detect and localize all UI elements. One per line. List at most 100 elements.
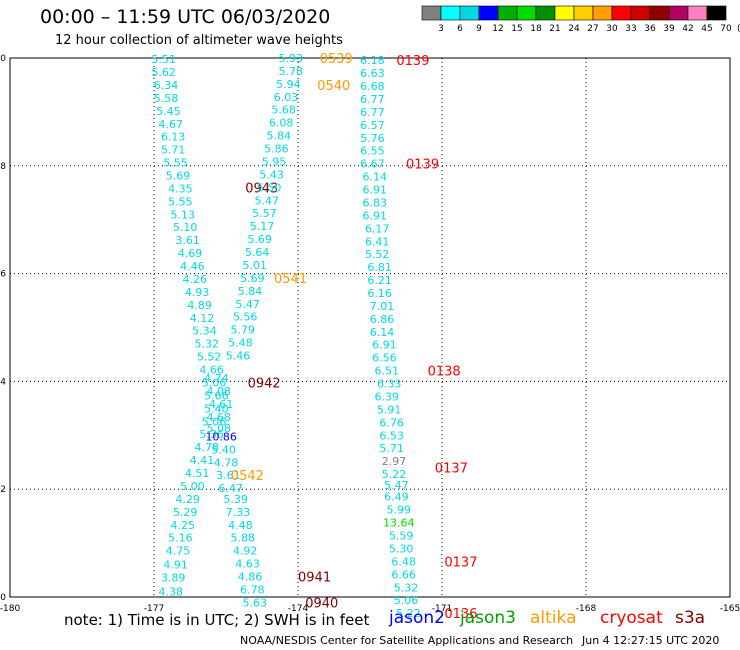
wave-height-value: 4.38 [159,586,184,599]
wave-height-value: 6.77 [360,93,385,106]
pass-time-label: 0542 [231,469,264,484]
wave-height-value: 5.47 [235,298,260,311]
wave-height-value: 5.39 [223,493,248,506]
wave-height-value: 4.74 [204,372,229,385]
wave-height-value: 5.71 [379,442,404,455]
pass-time-label: 0137 [435,462,468,477]
wave-height-value: 5.47 [255,194,280,207]
wave-height-value: 4.91 [163,559,188,572]
wave-height-value: 4.25 [171,519,196,532]
pass-time-label: 0540 [317,79,350,94]
plot-frame [9,57,731,598]
wave-height-value: 6.51 [375,365,400,378]
wave-height-value: 4.41 [190,454,215,467]
wave-height-value: 5.40 [211,443,236,456]
wave-height-value: 5.94 [276,78,301,91]
wave-height-value: 5.91 [377,403,402,416]
wave-height-value: 5.55 [168,195,193,208]
wave-height-value: 5.88 [231,532,256,545]
pass-time-label: 0137 [444,555,477,570]
color-scale-tick: 45 [701,24,712,34]
wave-height-value: 5.06 [202,376,227,389]
wave-height-value: 5.32 [394,581,419,594]
wave-height-value: 6.91 [363,184,388,197]
x-tick-label: -168 [576,604,597,614]
legend-altika: altika [530,608,577,628]
wave-height-value: 5.84 [267,130,292,143]
wave-height-value: 6.91 [363,209,388,222]
color-scale-tick: 42 [682,24,693,34]
wave-height-value: 6.13 [161,131,186,144]
wave-height-value: 6.63 [360,67,385,80]
wave-height-value: 5.59 [389,530,414,543]
color-scale-tick: 33 [625,24,636,34]
wave-height-value: 4.92 [233,545,258,558]
pass-time-label: 0541 [274,272,307,287]
wave-height-value: 5.47 [384,479,409,492]
wave-height-value: 6.68 [360,80,385,93]
wave-height-value: 5.99 [387,504,412,517]
wave-height-value: 5.08 [207,422,232,435]
wave-height-value: 4.93 [185,286,210,299]
wave-height-value: 6.08 [269,117,294,130]
wave-height-value: 4.69 [178,247,203,260]
wave-height-value: 6.67 [360,158,385,171]
wave-height-value: 5.69 [166,170,191,183]
wave-height-value: 7.33 [226,506,251,519]
wave-height-value: 6.41 [365,235,390,248]
y-tick-label: 8 [0,162,6,172]
wave-height-value: 5.40 [204,402,229,415]
pass-time-label: 0136 [444,607,477,622]
pass-time-label: 0138 [428,365,461,380]
color-scale-tick: 21 [549,24,560,34]
color-scale-tick: 6 [457,24,463,34]
wave-height-value: 4.78 [214,456,239,469]
wave-height-value: 6.18 [360,54,385,67]
wave-height-value: 5.46 [226,350,251,363]
wave-height-value: 5.13 [171,208,196,221]
wave-height-value: 4.66 [199,364,224,377]
wave-height-value: 2.97 [382,455,407,468]
wave-height-value: 4.75 [166,545,191,558]
wave-height-value: 4.61 [209,398,234,411]
pass-time-label: 0941 [298,571,331,586]
wave-height-value: 6.55 [360,145,385,158]
wave-height-value: 6.56 [372,352,397,365]
wave-height-value: 5.71 [161,144,186,157]
wave-height-value: 5.34 [192,325,217,338]
wave-height-value: 4.08 [207,385,232,398]
wave-height-value: 5.64 [245,246,270,259]
wave-height-value: 5.16 [168,532,193,545]
wave-height-value: 4.26 [183,273,208,286]
wave-height-value: 5.56 [233,311,258,324]
wave-height-value: 4.51 [185,467,210,480]
wave-height-value: 6.14 [370,326,395,339]
wave-height-value: 6.03 [274,91,299,104]
wave-height-value: 6.47 [219,482,244,495]
generated-timestamp: Jun 4 12:27:15 UTC 2020 [582,634,720,647]
wave-height-value: 6.17 [365,222,390,235]
wave-height-value: 6.81 [367,261,392,274]
wave-height-value: 6.66 [391,568,416,581]
pass-time-label: 0940 [305,596,338,611]
pass-time-label: 0139 [396,54,429,69]
wave-height-value: 5.50 [257,181,282,194]
wave-height-value: 5.93 [279,52,304,65]
wave-height-value: 4.78 [195,441,220,454]
wave-height-value: 4.68 [207,411,232,424]
wave-height-value: 5.84 [238,285,263,298]
wave-height-value: 5.06 [202,415,227,428]
wave-height-value: 6.57 [360,119,385,132]
color-scale-tick: 39 [663,24,675,34]
footer-note: note: 1) Time is in UTC; 2) SWH is in fe… [64,611,370,629]
wave-height-value: 5.29 [173,506,198,519]
x-tick-label: -174 [288,604,309,614]
color-scale-tick: 70 [720,24,732,34]
wave-height-value: 5.43 [259,168,284,181]
x-tick-label: -177 [144,604,164,614]
wave-height-value: 6.14 [363,171,388,184]
y-tick-label: 2 [0,485,6,495]
wave-height-value: 5.51 [151,53,176,66]
